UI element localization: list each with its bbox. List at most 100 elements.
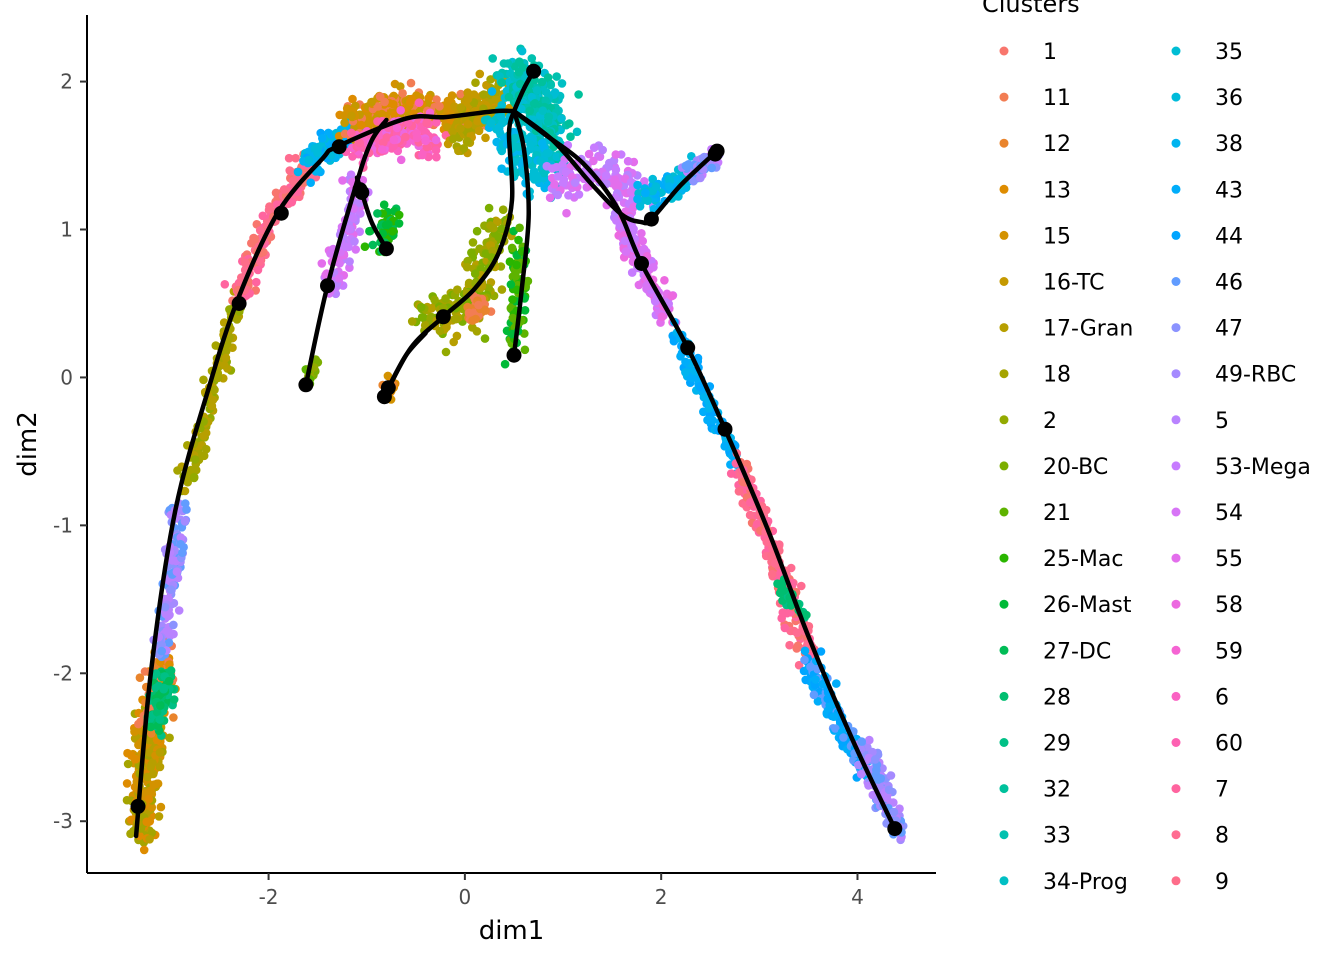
cell-point [130,727,139,736]
cell-point [641,188,650,198]
legend-item: 59 [1171,639,1243,664]
cell-point [633,180,642,190]
legend-label: 47 [1215,317,1243,342]
cell-point [147,729,156,738]
cell-point [889,807,899,817]
cell-point [398,89,407,98]
cell-point [265,202,274,212]
cell-point [473,116,482,126]
cell-point [381,220,391,230]
cell-point [665,182,674,191]
cell-point [488,54,498,63]
trajectory-node [298,377,314,393]
cell-point [584,149,594,159]
cell-point [255,226,265,235]
legend-item: 18 [999,363,1071,388]
legend-swatch [1171,369,1181,379]
cell-point [699,392,709,402]
cell-point [570,178,580,187]
legend-swatch [999,230,1009,240]
cell-point [539,168,549,178]
cell-point [829,712,839,721]
cell-point [189,472,199,482]
cell-point [456,124,465,133]
cell-point [326,249,335,258]
legend-swatch [1171,553,1181,563]
cell-point [527,92,536,102]
cell-point [762,537,772,547]
cell-point [456,103,466,112]
legend-label: 2 [1043,409,1057,434]
legend-swatch [1171,323,1181,333]
cell-point [626,187,636,196]
cell-point [506,280,516,289]
cell-point [468,238,478,247]
cell-point [412,133,422,143]
legend-label: 26-Mast [1043,593,1132,618]
cell-point [532,86,542,95]
legend-label: 15 [1043,224,1071,249]
cell-point [497,285,507,294]
cell-point [497,224,506,234]
legend-label: 21 [1043,501,1071,526]
cell-point [707,163,716,173]
cell-point [430,295,439,305]
cell-point [168,556,177,565]
cell-point [271,188,281,198]
cell-point [389,135,399,145]
legend-item: 8 [1171,824,1229,849]
cell-point [338,176,347,185]
legend-label: 59 [1215,639,1243,664]
cell-point [565,119,574,128]
cell-point [621,247,631,256]
cell-point [140,788,150,798]
cell-point [304,155,314,165]
cell-point [538,106,548,115]
legend-label: 1 [1043,40,1057,65]
legend-swatch [999,184,1009,194]
cell-point [627,268,637,277]
cell-point [348,152,357,161]
cell-point [144,794,154,804]
cell-point [471,78,480,87]
cell-point [792,628,802,638]
cell-point [589,156,598,166]
trajectory-node [887,821,903,837]
x-axis-title: dim1 [479,916,545,946]
cell-point [813,697,823,706]
cell-point [176,539,185,549]
legend-item: 15 [999,224,1071,249]
cell-point [172,567,182,576]
cell-point [173,466,182,475]
cell-point [221,346,230,356]
legend-label: 20-BC [1043,455,1108,480]
cell-point [351,245,361,254]
cell-point [258,211,268,221]
cell-point [557,79,567,88]
cell-point [432,152,441,162]
trajectory-node [354,185,370,200]
cell-point [589,143,599,152]
cell-point [451,314,460,324]
cell-point [459,144,469,153]
cell-point [382,133,392,142]
cell-point [401,132,410,142]
cell-point [474,126,484,136]
legend-item: 21 [999,501,1071,526]
cell-point [734,487,744,496]
legend-swatch [999,92,1009,102]
legend-item: 29 [999,732,1071,757]
cell-point [598,145,607,155]
cell-point [832,679,841,688]
cell-point [463,119,473,129]
cell-point [704,404,714,413]
cell-point [806,662,815,672]
cell-point [380,97,389,107]
cell-point [703,415,712,425]
cell-point [348,94,357,104]
cell-point [872,765,881,775]
legend-item: 36 [1171,86,1243,111]
points-layer [122,44,908,855]
trajectory-node [435,309,451,325]
